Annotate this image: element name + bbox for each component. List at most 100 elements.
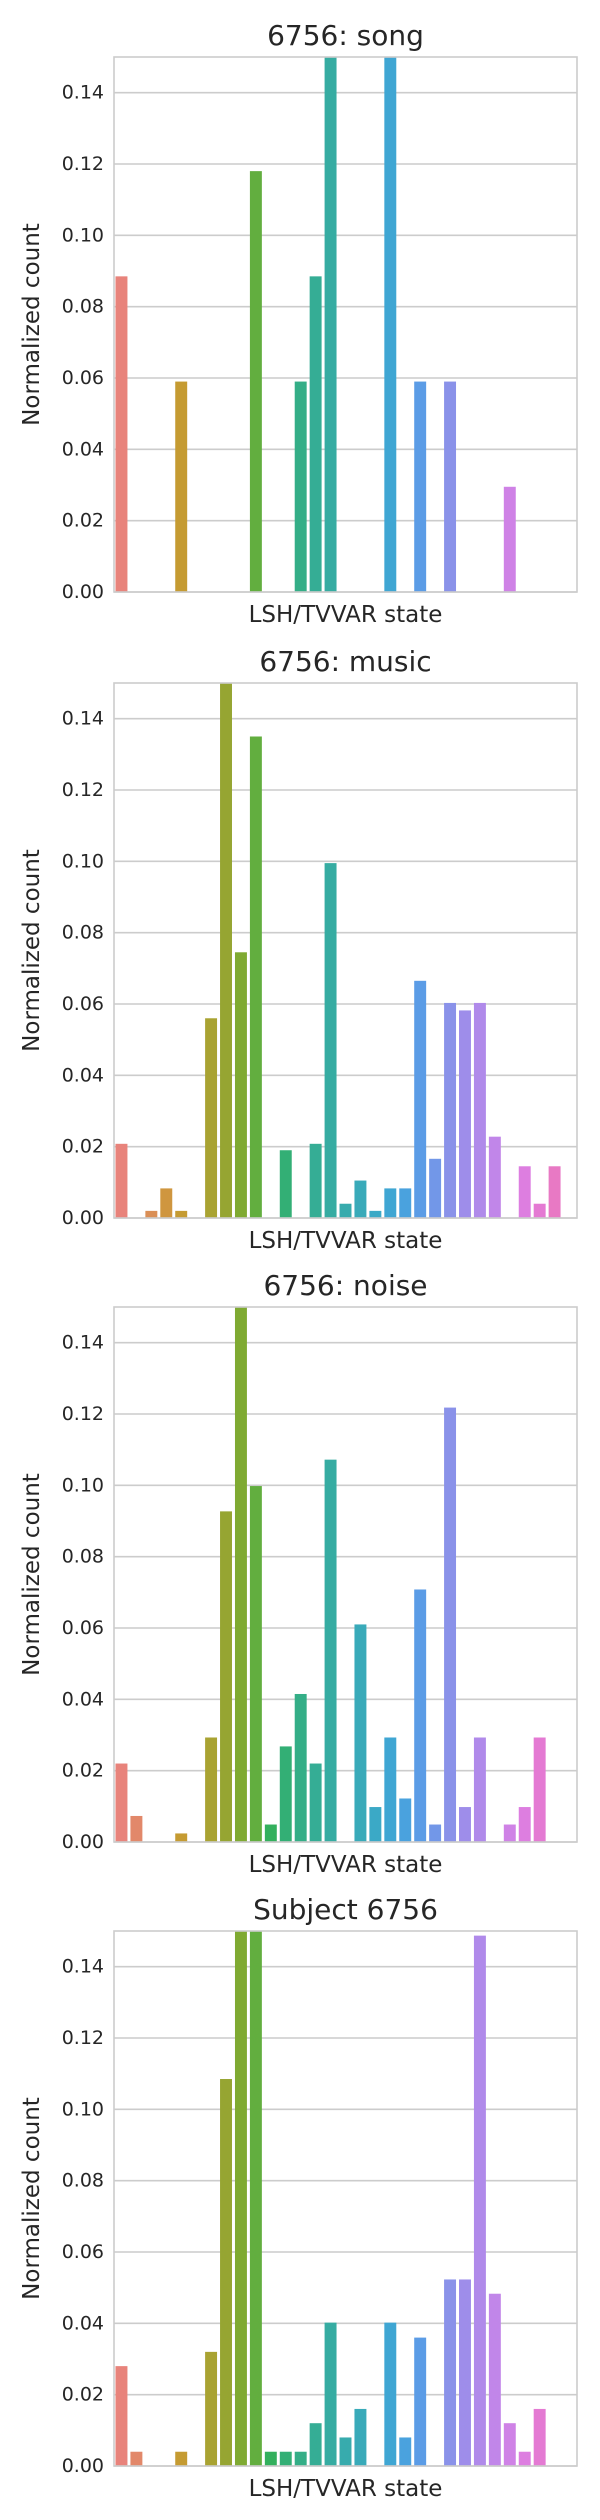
y-tick-label: 0.10 (62, 850, 104, 872)
bar (220, 2079, 232, 2466)
y-tick-label: 0.06 (62, 993, 104, 1015)
y-tick-label: 0.04 (62, 1688, 104, 1710)
y-tick-label: 0.02 (62, 510, 104, 532)
y-tick-label: 0.10 (62, 2098, 104, 2120)
y-tick-label: 0.00 (62, 1207, 104, 1229)
y-tick-label: 0.06 (62, 2241, 104, 2263)
bar (220, 683, 232, 1218)
bar (205, 1737, 218, 1842)
y-tick-label: 0.12 (62, 2027, 104, 2049)
bar (279, 2451, 292, 2466)
bar (503, 1824, 516, 1842)
y-tick-label: 0.12 (62, 153, 104, 175)
bar (279, 1150, 292, 1218)
y-axis-label: Normalized count (19, 223, 45, 426)
y-tick-label: 0.04 (62, 438, 104, 460)
y-tick-label: 0.14 (62, 708, 104, 730)
bar (444, 2279, 457, 2466)
bar (115, 276, 128, 592)
bar (473, 1737, 486, 1842)
bar (399, 1798, 412, 1842)
bar (414, 1589, 427, 1842)
bar (249, 171, 262, 592)
y-tick-label: 0.06 (62, 1617, 104, 1639)
bar (294, 1693, 307, 1842)
bar (414, 381, 427, 592)
bar (488, 2293, 501, 2466)
y-tick-label: 0.04 (62, 2312, 104, 2334)
bar (503, 486, 516, 592)
bar (414, 2337, 427, 2466)
y-tick-label: 0.14 (62, 1332, 104, 1354)
bar (414, 980, 427, 1218)
bar (309, 1763, 322, 1842)
bar (369, 1210, 382, 1218)
chart-title: 6756: song (267, 19, 424, 52)
y-axis-label: Normalized count (19, 1473, 45, 1676)
bar (444, 1002, 457, 1218)
axes-frame (113, 1930, 578, 2467)
chart-panel: 0.00 0.02 0.04 0.06 0.08 0.10 0.12 0.14 6756: mu… (19, 645, 578, 1254)
bar (264, 1824, 277, 1842)
y-tick-label: 0.08 (62, 922, 104, 944)
bar (533, 1203, 546, 1218)
bar (369, 1807, 382, 1842)
bar (384, 1737, 397, 1842)
bar (354, 1624, 367, 1842)
bar (518, 1166, 531, 1218)
y-tick-label: 0.14 (62, 82, 104, 104)
bar (399, 1188, 412, 1218)
y-tick-label: 0.02 (62, 1760, 104, 1782)
bar (309, 2423, 322, 2466)
bar (115, 1763, 128, 1842)
bar (548, 1166, 561, 1218)
x-axis-label: LSH/TVVAR state (249, 1852, 443, 1878)
bar (115, 1143, 128, 1218)
bar (309, 276, 322, 592)
bar (205, 1018, 218, 1218)
axes-frame (113, 56, 578, 593)
bar (324, 57, 337, 592)
bar (205, 2351, 218, 2466)
bar (473, 1002, 486, 1218)
bar (234, 1931, 247, 2466)
bar (459, 1807, 471, 1842)
chart-panel: 0.00 0.02 0.04 0.06 0.08 0.10 0.12 0.14 6756: no… (19, 1269, 578, 1878)
bar (294, 2451, 307, 2466)
chart-title: Subject 6756 (253, 1893, 438, 1926)
bar (130, 1815, 143, 1842)
bar (459, 2279, 471, 2466)
bar (309, 1143, 322, 1218)
y-tick-label: 0.10 (62, 1474, 104, 1496)
y-tick-label: 0.14 (62, 1956, 104, 1978)
y-tick-label: 0.12 (62, 779, 104, 801)
y-tick-label: 0.04 (62, 1064, 104, 1086)
y-axis-label: Normalized count (19, 849, 45, 1052)
bar (429, 1824, 442, 1842)
x-axis-label: LSH/TVVAR state (249, 602, 443, 628)
axes-frame (113, 1306, 578, 1843)
bar (339, 2437, 352, 2466)
x-axis-label: LSH/TVVAR state (249, 2476, 443, 2502)
bar (354, 2408, 367, 2466)
bar (145, 1210, 158, 1218)
bar (175, 1833, 188, 1842)
axes-frame (113, 682, 578, 1219)
bar (249, 1486, 262, 1842)
bar (533, 2408, 546, 2466)
bar (444, 381, 457, 592)
chart-panel: 0.00 0.02 0.04 0.06 0.08 0.10 0.12 0.14 6756: so… (19, 19, 578, 628)
bar (354, 1180, 367, 1218)
y-tick-label: 0.02 (62, 1136, 104, 1158)
bar (518, 1807, 531, 1842)
chart-title: 6756: music (259, 645, 431, 678)
bar (249, 1931, 262, 2466)
y-tick-label: 0.02 (62, 2384, 104, 2406)
bar (249, 736, 262, 1218)
bar (279, 1746, 292, 1842)
bar (473, 1935, 486, 2466)
y-tick-label: 0.12 (62, 1403, 104, 1425)
bar (503, 2423, 516, 2466)
bar (220, 1511, 232, 1842)
